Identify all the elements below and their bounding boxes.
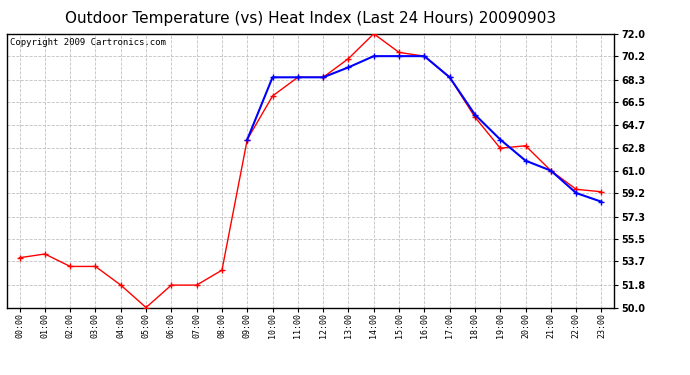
Text: Outdoor Temperature (vs) Heat Index (Last 24 Hours) 20090903: Outdoor Temperature (vs) Heat Index (Las… [65, 11, 556, 26]
Text: Copyright 2009 Cartronics.com: Copyright 2009 Cartronics.com [10, 38, 166, 47]
